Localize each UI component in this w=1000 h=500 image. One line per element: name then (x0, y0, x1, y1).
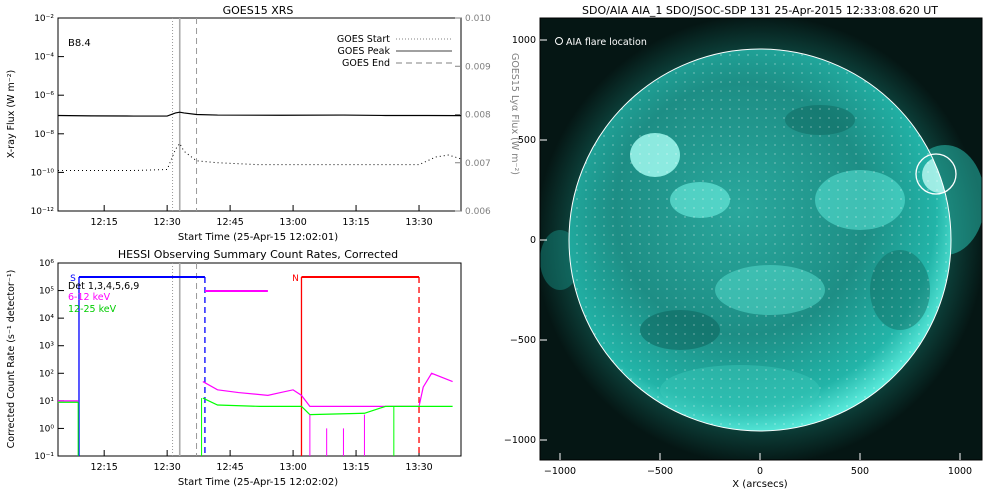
hessi-y-tick-label: 10² (39, 369, 54, 379)
goes-x-tick-label: 13:15 (342, 217, 369, 228)
goes-class-annotation: B8.4 (68, 38, 91, 49)
goes-y-tick-label: 10⁻¹⁰ (31, 168, 55, 178)
hessi-x-tick-label: 13:15 (342, 462, 369, 473)
hessi-y-label: Corrected Count Rate (s⁻¹ detector⁻¹) (6, 270, 17, 449)
hessi-y-tick-label: 10⁵ (39, 287, 54, 297)
hessi-x-tick-label: 13:30 (405, 462, 432, 473)
aia-x-tick-label: 0 (757, 466, 763, 477)
aia-x-tick-label: 500 (851, 466, 869, 477)
aia-y-tick-label: 1000 (512, 35, 536, 46)
hessi-plot-frame (57, 262, 462, 457)
aia-x-tick-label: −500 (647, 466, 673, 477)
hessi-event-lines (172, 263, 198, 456)
aia-y-tick-label: −1000 (504, 435, 536, 446)
goes-y2-tick-label: 0.006 (465, 207, 491, 217)
goes-y-tick-label: 10⁻⁶ (34, 91, 54, 101)
hessi-6-12-kev-line (58, 372, 453, 407)
goes-x-label: Start Time (25-Apr-15 12:02:01) (178, 232, 338, 243)
aia-image: AIA flare location (540, 18, 982, 460)
hessi-legend: Det 1,3,4,5,6,9 6-12 keV 12-25 keV (68, 281, 139, 315)
goes-y2-tick-label: 0.008 (465, 111, 491, 121)
hessi-y-tick-label: 10¹ (39, 397, 54, 407)
aia-title: SDO/AIA AIA_1 SDO/JSOC-SDP 131 25-Apr-20… (582, 4, 938, 17)
aia-y-tick-label: 500 (518, 135, 536, 146)
goes-x-ticks: 12:15 12:30 12:45 13:00 13:15 13:30 (90, 205, 433, 228)
hessi-series (58, 372, 453, 456)
goes-y-tick-label: 10⁻² (34, 14, 54, 24)
goes-x-tick-label: 13:30 (405, 217, 432, 228)
hessi-panel: HESSI Observing Summary Count Rates, Cor… (6, 248, 462, 488)
aia-y-tick-label: −500 (510, 335, 536, 346)
goes-y-ticks: 10⁻¹² 10⁻¹⁰ 10⁻⁸ 10⁻⁶ 10⁻⁴ 10⁻² (31, 14, 64, 217)
goes-y-tick-label: 10⁻¹² (31, 207, 55, 217)
aia-y-ticks: −1000 −500 0 500 1000 (504, 35, 547, 446)
hessi-y-tick-label: 10⁻¹ (34, 452, 54, 462)
goes-x-tick-label: 13:00 (279, 217, 306, 228)
aia-frame (539, 17, 983, 461)
goes-y2-ticks: 0.006 0.007 0.008 0.009 0.010 (455, 14, 491, 217)
goes-y2-tick-label: 0.010 (465, 14, 491, 24)
goes-y2-label: GOES15 Lyα Flux (W m⁻²) (509, 53, 520, 175)
goes-y2-tick-label: 0.009 (465, 62, 491, 72)
hessi-x-label: Start Time (25-Apr-15 12:02:02) (178, 477, 338, 488)
goes-long-channel-line (58, 111, 461, 117)
hessi-green-transitions (77, 398, 395, 456)
goes-y-label: X-ray Flux (W m⁻²) (6, 70, 17, 159)
flare-legend-symbol (555, 37, 563, 45)
active-regions (569, 49, 951, 431)
hessi-y-tick-label: 10³ (39, 342, 54, 352)
hessi-dropouts (309, 414, 365, 456)
aia-x-ticks: −1000 −500 0 500 1000 (544, 453, 972, 477)
goes-series (58, 111, 461, 171)
hessi-y-tick-label: 10⁴ (39, 314, 54, 324)
legend-goes-end: GOES End (342, 58, 390, 69)
aia-panel: SDO/AIA AIA_1 SDO/JSOC-SDP 131 25-Apr-20… (504, 4, 983, 490)
goes-x-tick-label: 12:15 (90, 217, 117, 228)
aia-x-tick-label: 1000 (948, 466, 972, 477)
aia-y-tick-label: 0 (530, 235, 536, 246)
hessi-x-tick-label: 13:00 (279, 462, 306, 473)
legend-det: Det 1,3,4,5,6,9 (68, 281, 139, 292)
goes-short-channel-line (58, 142, 461, 171)
hessi-title: HESSI Observing Summary Count Rates, Cor… (118, 248, 398, 261)
flare-legend-label: AIA flare location (566, 37, 647, 48)
legend-12-25kev: 12-25 keV (68, 304, 117, 315)
goes-panel: GOES15 XRS 10⁻¹² 10⁻¹⁰ 10⁻⁸ 10⁻⁶ 10⁻⁴ 10⁻² 0.… (6, 4, 520, 243)
hessi-x-tick-label: 12:15 (90, 462, 117, 473)
marker-n-label: N (292, 274, 299, 284)
legend-goes-peak: GOES Peak (338, 46, 391, 57)
goes-legend: GOES Start GOES Peak GOES End (337, 34, 452, 69)
hessi-x-tick-label: 12:30 (153, 462, 180, 473)
hessi-x-tick-label: 12:45 (216, 462, 243, 473)
hessi-y-tick-label: 10⁰ (39, 424, 54, 434)
goes-plot-frame (57, 17, 462, 212)
marker-s-label: S (70, 274, 76, 284)
flare-location-circle (915, 153, 957, 195)
hessi-y-ticks: 10⁻¹ 10⁰ 10¹ 10² 10³ 10⁴ 10⁵ 10⁶ (34, 259, 64, 462)
goes-title: GOES15 XRS (223, 4, 294, 17)
goes-y-tick-label: 10⁻⁸ (34, 130, 54, 140)
goes-y2-tick-label: 0.007 (465, 159, 491, 169)
hessi-y-tick-label: 10⁶ (39, 259, 54, 269)
goes-x-tick-label: 12:30 (153, 217, 180, 228)
aia-x-label: X (arcsecs) (732, 479, 788, 490)
aia-x-tick-label: −1000 (544, 466, 576, 477)
hessi-x-ticks: 12:15 12:30 12:45 13:00 13:15 13:30 (90, 450, 433, 473)
legend-goes-start: GOES Start (337, 34, 390, 45)
limb-circle (568, 48, 952, 432)
goes-y-tick-label: 10⁻⁴ (34, 53, 54, 63)
legend-6-12kev: 6-12 keV (68, 292, 111, 303)
goes-x-tick-label: 12:45 (216, 217, 243, 228)
